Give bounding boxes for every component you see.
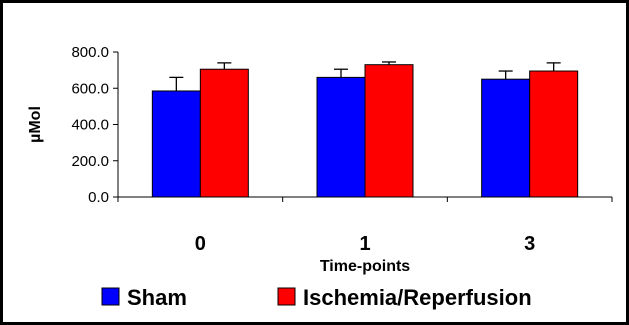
y-axis-ticks: 0.0 200.0 400.0 600.0 800.0 <box>71 44 118 206</box>
y-tick-label: 200.0 <box>71 153 109 170</box>
bar-sham <box>481 78 531 198</box>
x-tick-label: 1 <box>359 233 370 255</box>
y-tick-label: 800.0 <box>71 44 109 61</box>
bar-sham <box>316 76 366 198</box>
x-tick-label: 3 <box>524 233 535 255</box>
legend-swatch <box>101 287 120 306</box>
error-bars <box>169 61 561 91</box>
bars <box>151 64 579 198</box>
x-axis-ticks: 0 1 3 <box>117 197 613 255</box>
legend-swatch <box>277 287 296 306</box>
bar-ischemia-reperfusion <box>364 64 414 198</box>
y-tick-label: 600.0 <box>71 80 109 97</box>
y-tick-label: 0.0 <box>88 189 109 206</box>
bar-ischemia-reperfusion <box>529 70 579 198</box>
x-axis-label: Time-points <box>320 258 410 275</box>
legend: Sham Ischemia/Reperfusion <box>101 285 532 310</box>
legend-label: Ischemia/Reperfusion <box>303 285 532 310</box>
legend-label: Sham <box>127 285 187 310</box>
bar-sham <box>151 90 201 198</box>
x-tick-label: 0 <box>195 233 206 255</box>
y-tick-label: 400.0 <box>71 117 109 134</box>
bar-ischemia-reperfusion <box>199 68 249 198</box>
y-axis-label: µMol <box>27 106 44 143</box>
